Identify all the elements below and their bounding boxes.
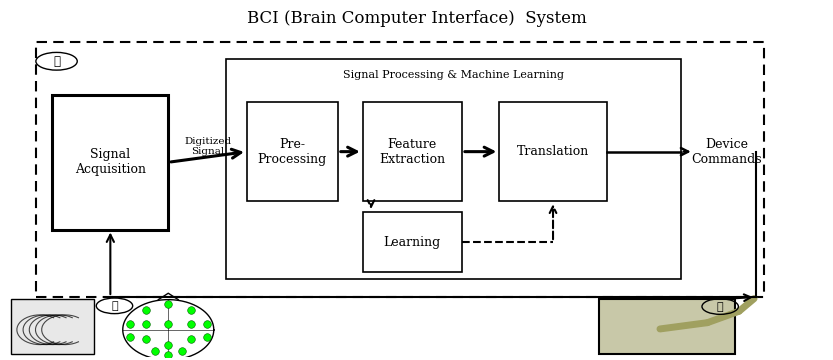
Text: Pre-
Processing: Pre- Processing <box>257 138 327 166</box>
Text: 다: 다 <box>717 302 724 311</box>
FancyBboxPatch shape <box>599 299 735 354</box>
FancyBboxPatch shape <box>362 102 462 201</box>
Text: Translation: Translation <box>517 145 589 158</box>
FancyBboxPatch shape <box>362 212 462 272</box>
Text: 나: 나 <box>53 55 60 68</box>
Text: Device
Commands: Device Commands <box>691 138 762 166</box>
FancyBboxPatch shape <box>247 102 338 201</box>
FancyBboxPatch shape <box>52 95 168 230</box>
Text: 가: 가 <box>111 301 117 311</box>
FancyBboxPatch shape <box>499 102 606 201</box>
Text: BCI (Brain Computer Interface)  System: BCI (Brain Computer Interface) System <box>247 10 586 27</box>
Text: Digitized
Signal: Digitized Signal <box>184 137 231 156</box>
FancyBboxPatch shape <box>11 299 94 354</box>
Text: Signal Processing & Machine Learning: Signal Processing & Machine Learning <box>343 71 564 80</box>
Text: Feature
Extraction: Feature Extraction <box>379 138 446 166</box>
Text: Signal
Acquisition: Signal Acquisition <box>75 148 146 176</box>
Text: Learning: Learning <box>384 235 441 248</box>
